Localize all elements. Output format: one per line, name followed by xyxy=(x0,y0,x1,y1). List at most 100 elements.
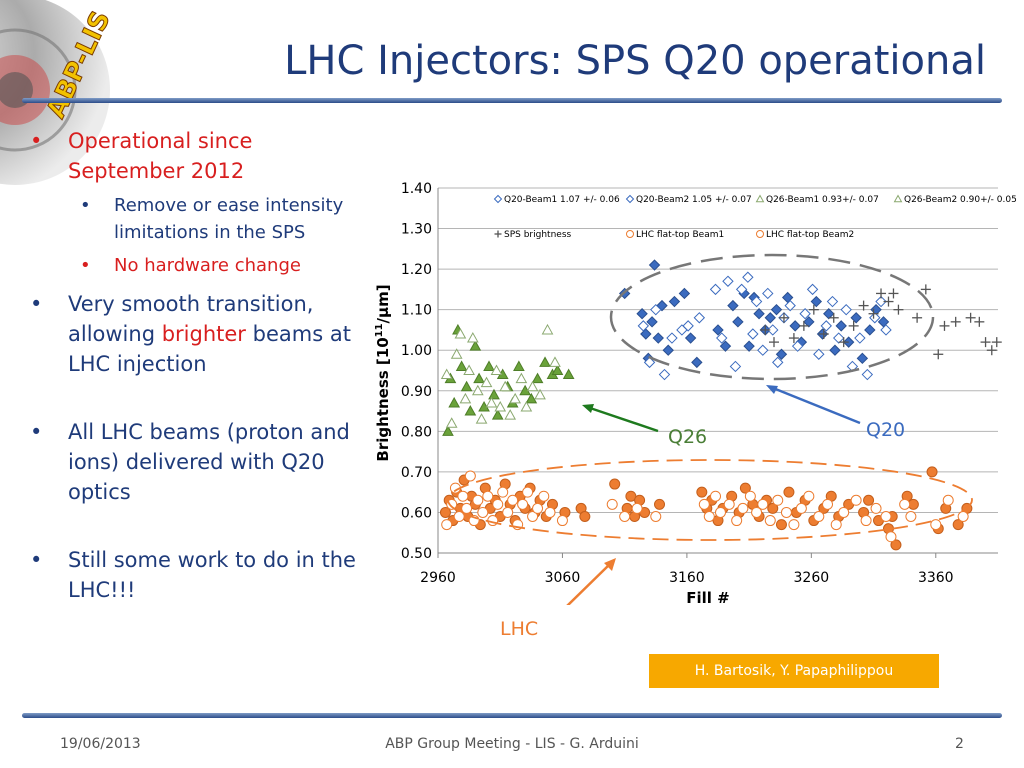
data-point xyxy=(813,511,825,522)
legend-label: Q26-Beam1 0.93+/- 0.07 xyxy=(766,195,879,205)
data-point xyxy=(662,344,674,356)
data-point xyxy=(646,316,658,328)
bullet-smooth-text-2: beams at LHC injection xyxy=(68,322,351,376)
data-point xyxy=(875,295,887,308)
legend-label: Q20-Beam2 1.05 +/- 0.07 xyxy=(636,195,752,205)
data-point xyxy=(464,470,476,482)
x-tick-label: 3360 xyxy=(918,570,954,586)
data-point xyxy=(806,283,819,296)
data-point xyxy=(469,340,482,351)
data-point xyxy=(678,287,691,300)
data-point xyxy=(826,295,839,308)
data-point xyxy=(888,288,899,299)
y-tick-label: 1.10 xyxy=(401,303,432,319)
data-point xyxy=(658,368,671,381)
data-point xyxy=(798,320,809,331)
data-point xyxy=(538,490,550,502)
data-point xyxy=(750,295,763,308)
sub-bullet-no-hardware: No hardware change xyxy=(30,252,360,279)
data-point xyxy=(463,364,475,375)
data-point xyxy=(737,502,749,514)
data-point xyxy=(868,308,879,319)
data-point xyxy=(441,519,453,531)
q20-annotation: Q20 xyxy=(866,419,905,441)
data-point xyxy=(893,194,903,203)
data-point xyxy=(788,333,799,344)
data-point xyxy=(507,494,519,506)
data-point xyxy=(899,498,911,510)
data-point xyxy=(764,312,776,324)
x-axis-ticks: 2960 3060 3160 3260 3360 xyxy=(420,553,954,586)
data-point xyxy=(454,327,467,339)
data-point xyxy=(488,388,500,400)
data-point xyxy=(769,337,779,348)
data-point xyxy=(957,511,969,522)
y-tick-label: 1.40 xyxy=(401,181,432,197)
data-point xyxy=(890,539,902,551)
title-divider xyxy=(22,98,1002,103)
data-point xyxy=(522,486,534,498)
data-point xyxy=(445,417,458,428)
data-point xyxy=(691,356,703,369)
data-point xyxy=(534,388,546,400)
data-point xyxy=(722,275,734,287)
data-point xyxy=(460,380,473,392)
brightness-scatter-chart: 0.50 0.60 0.70 0.80 0.90 1.00 1.10 1.20 1.30 1.40… xyxy=(374,181,1017,605)
data-point xyxy=(527,511,539,522)
y-tick-label: 0.90 xyxy=(401,384,432,400)
data-point xyxy=(885,531,897,543)
data-point xyxy=(980,337,991,348)
data-point xyxy=(813,348,825,360)
data-point xyxy=(477,506,489,518)
data-point xyxy=(974,316,985,327)
legend-item: Q20-Beam1 1.07 +/- 0.06 xyxy=(493,194,620,205)
data-point xyxy=(504,409,517,420)
data-point xyxy=(466,332,479,343)
data-point xyxy=(772,494,784,506)
data-point xyxy=(482,490,494,502)
chart-legend: Q20-Beam1 1.07 +/- 0.06 Q20-Beam2 1.05 +/… xyxy=(493,194,1017,240)
data-point xyxy=(858,300,869,311)
data-point xyxy=(668,295,681,308)
data-point xyxy=(729,360,742,373)
data-point xyxy=(696,486,708,498)
data-point xyxy=(784,299,796,312)
data-point xyxy=(544,506,556,518)
data-point xyxy=(930,519,942,531)
data-point xyxy=(643,356,656,369)
data-point xyxy=(532,502,544,514)
data-point xyxy=(760,324,771,335)
data-point xyxy=(636,308,648,320)
q26-arrowhead xyxy=(582,404,594,413)
x-axis-label: Fill # xyxy=(686,589,729,605)
y-tick-label: 1.00 xyxy=(401,343,432,359)
data-point xyxy=(912,312,923,323)
bullet-all-lhc-beams: All LHC beams (proton and ions) delivere… xyxy=(30,417,360,507)
data-point xyxy=(654,498,666,510)
data-point xyxy=(920,284,931,295)
data-point xyxy=(772,356,784,369)
data-point xyxy=(515,372,528,384)
data-point xyxy=(880,511,892,522)
data-point xyxy=(942,494,954,506)
q20-highlight-ellipse xyxy=(609,253,935,381)
data-point xyxy=(473,372,485,384)
data-point xyxy=(861,368,874,381)
data-point xyxy=(556,515,568,527)
x-tick-label: 3260 xyxy=(794,570,830,586)
q20-arrowhead xyxy=(766,385,778,394)
data-point xyxy=(823,308,835,320)
data-point xyxy=(650,511,662,522)
data-point xyxy=(440,368,453,380)
data-point xyxy=(756,230,764,238)
y-axis-ticks: 0.50 0.60 0.70 0.80 0.90 1.00 1.10 1.20 1.30 1.40 xyxy=(401,181,432,562)
sub-bullet-remove-limitations: Remove or ease intensity limitations in … xyxy=(30,192,360,246)
data-point xyxy=(775,348,788,360)
data-point xyxy=(648,259,661,271)
data-point xyxy=(698,498,710,510)
data-point xyxy=(551,364,564,375)
lhc-annotation: LHC xyxy=(500,618,539,640)
data-point xyxy=(549,356,561,367)
data-point xyxy=(652,332,664,344)
lhc-arrow xyxy=(566,562,612,605)
